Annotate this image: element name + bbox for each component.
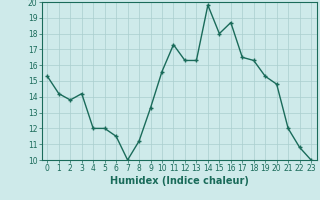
X-axis label: Humidex (Indice chaleur): Humidex (Indice chaleur) [110, 176, 249, 186]
